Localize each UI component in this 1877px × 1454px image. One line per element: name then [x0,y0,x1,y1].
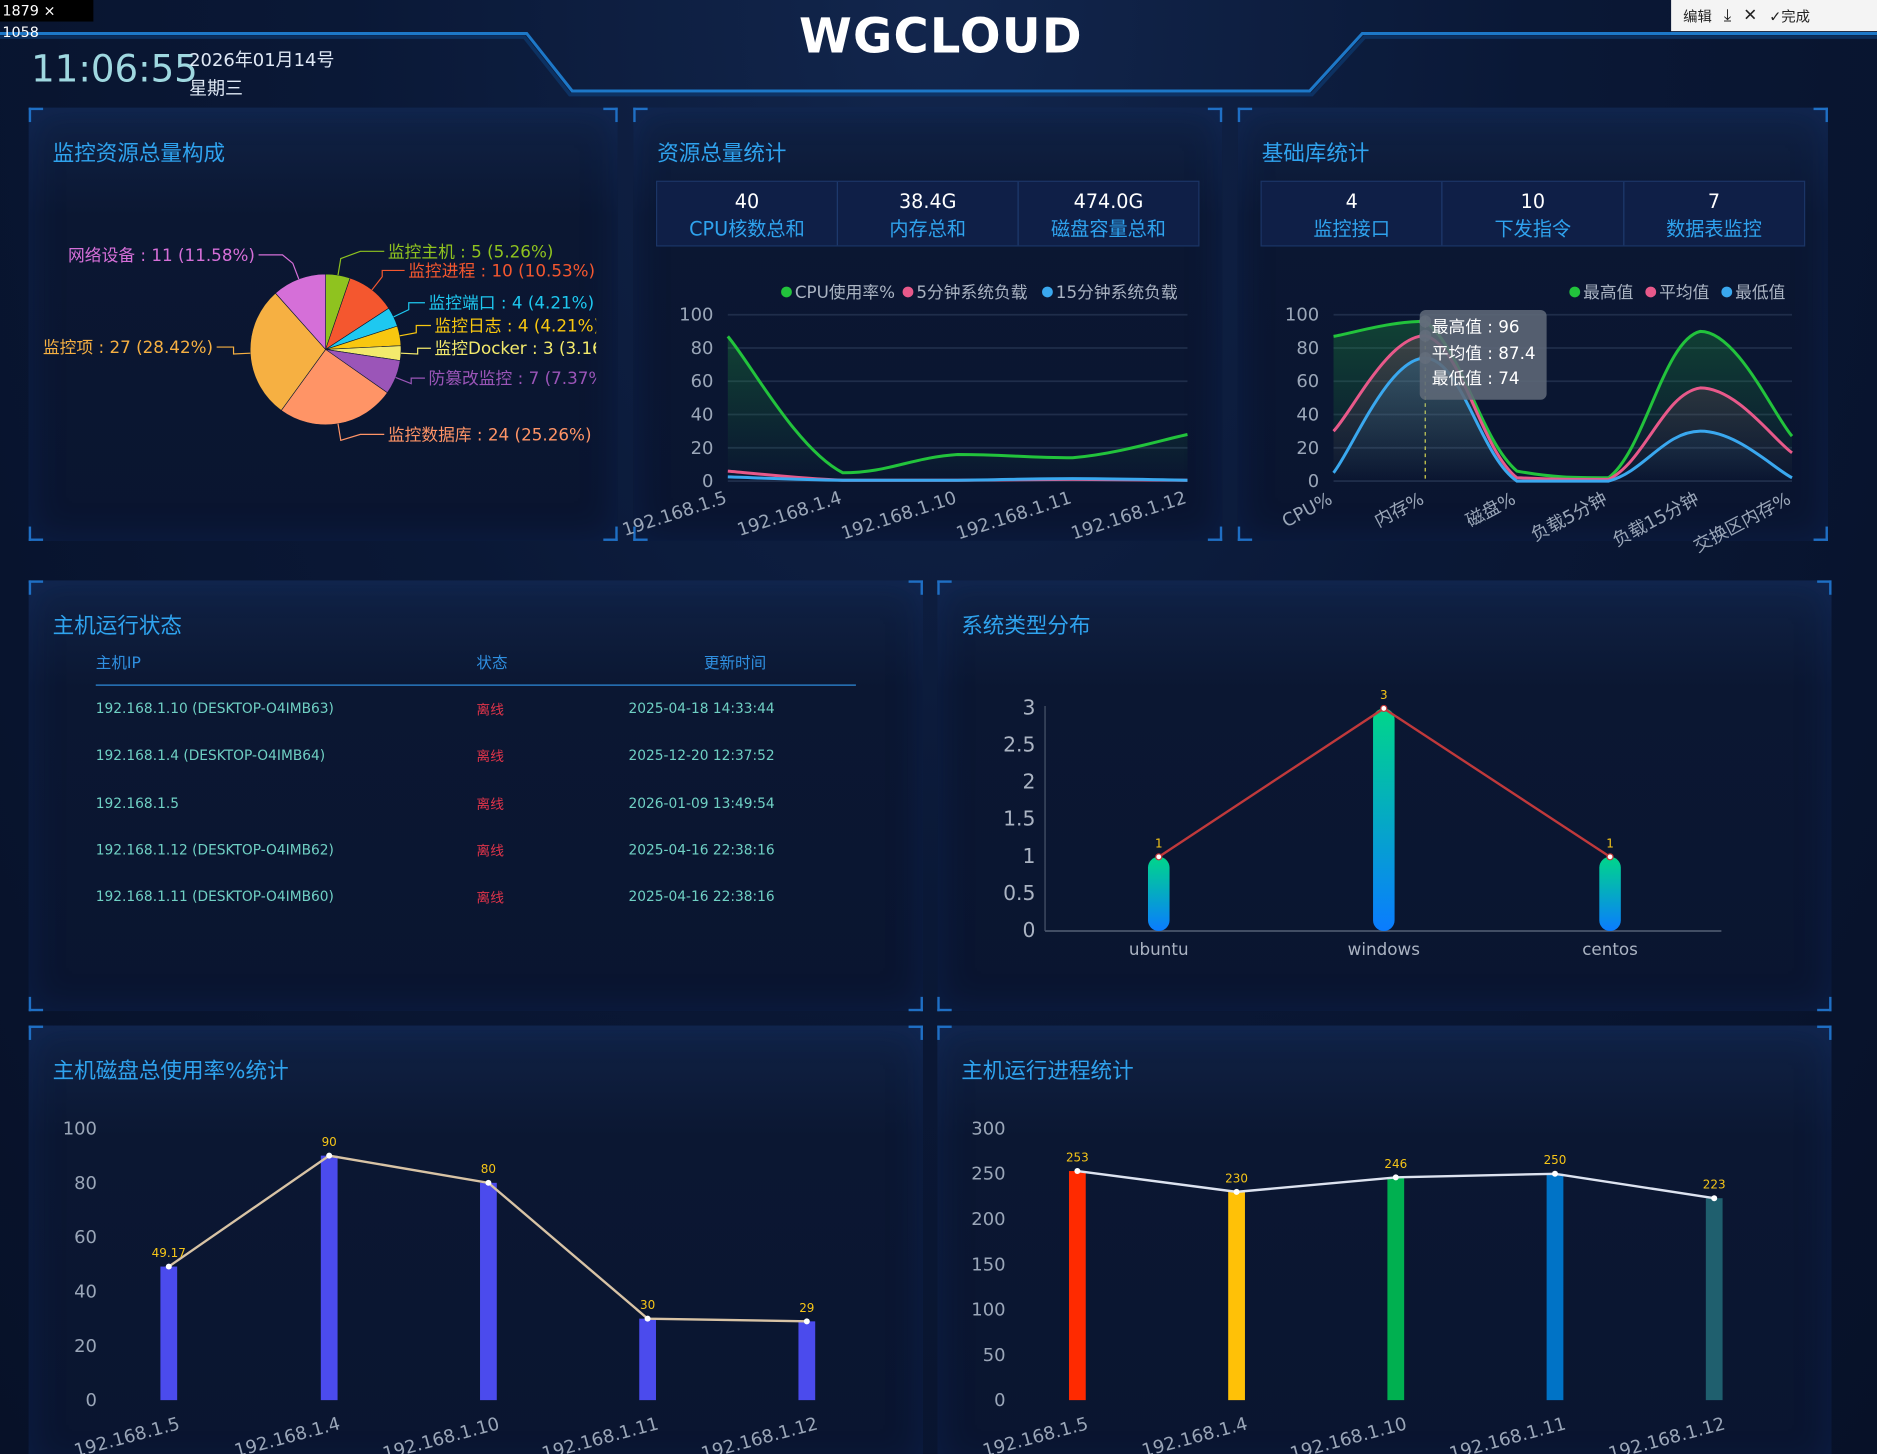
clock: 11:06:55 [31,47,198,91]
panel-title: 主机运行状态 [52,613,182,640]
update-time: 2025-04-16 22:38:16 [628,841,775,858]
screenshot-size-overlay: 1879 × 1058 [0,0,94,41]
status-badge: 离线 [476,795,504,813]
panel-os: 系统类型分布 [937,580,1832,1012]
panel-resources: 资源总量统计 40 CPU核数总和 38.4G 内存总和 474.0G 磁盘容量总和 [633,107,1223,541]
check-icon: ✓ [1769,7,1782,25]
weekday: 星期三 [189,77,244,100]
tooltip-max: 最高值 : 96 [1431,318,1520,338]
close-icon[interactable]: ✕ [1743,5,1758,26]
host-ip: 192.168.1.12 (DESKTOP-O4IMB62) [95,841,334,858]
column-header-status[interactable]: 状态 [476,654,508,673]
status-badge: 离线 [476,842,504,860]
page-title: WGCLOUD [799,9,1083,65]
panel-title: 资源总量统计 [657,141,787,167]
update-time: 2025-04-18 14:33:44 [628,700,775,717]
panel-title: 基础库统计 [1261,141,1370,167]
stat-interfaces: 4 监控接口 [1262,181,1443,246]
status-badge: 离线 [476,889,504,907]
panel-title: 主机磁盘总使用率%统计 [52,1059,289,1085]
edit-button[interactable]: 编辑 [1683,7,1712,25]
download-icon[interactable]: ⤓ [1723,5,1732,26]
done-label: 完成 [1781,7,1811,25]
resource-stats: 40 CPU核数总和 38.4G 内存总和 474.0G 磁盘容量总和 [655,180,1200,247]
update-time: 2026-01-09 13:49:54 [628,794,775,811]
panel-title: 系统类型分布 [961,613,1091,640]
column-header-ip[interactable]: 主机IP [95,654,141,673]
status-badge: 离线 [476,748,504,766]
header-divider [95,684,856,686]
host-ip: 192.168.1.11 (DESKTOP-O4IMB60) [95,888,334,905]
chart-tooltip: 最高值 : 96 平均值 : 87.4 最低值 : 74 [1419,309,1547,400]
tooltip-min: 最低值 : 74 [1431,369,1520,389]
capture-toolbar: 编辑 ⤓ ✕ ✓完成 [1671,0,1877,32]
stat-tables: 7 数据表监控 [1666,190,1762,241]
stat-cpu: 40 CPU核数总和 [657,181,838,246]
update-time: 2025-04-16 22:38:16 [628,888,775,905]
column-header-time[interactable]: 更新时间 [703,654,767,673]
tooltip-avg: 平均值 : 87.4 [1431,344,1536,364]
done-button[interactable]: ✓完成 [1769,5,1810,25]
stat-commands: 10 下发指令 [1443,181,1625,246]
panel-host-status: 主机运行状态 主机IP 状态 更新时间 192.168.1.10 (DESKTO… [28,580,923,1012]
host-ip: 192.168.1.5 [95,794,179,811]
stat-disk: 474.0G 磁盘容量总和 [1051,190,1166,241]
host-ip: 192.168.1.4 (DESKTOP-O4IMB64) [95,747,326,764]
panel-process: 主机运行进程统计 [937,1025,1832,1454]
base-stats: 4 监控接口 10 下发指令 7 数据表监控 [1260,180,1806,247]
panel-title: 主机运行进程统计 [961,1059,1134,1085]
panel-disk: 主机磁盘总使用率%统计 [28,1025,923,1454]
date: 2026年01月14号 [189,49,335,71]
host-ip: 192.168.1.10 (DESKTOP-O4IMB63) [95,700,334,717]
panel-title: 监控资源总量构成 [52,141,226,167]
status-badge: 离线 [476,701,504,719]
panel-composition: 监控资源总量构成 [28,107,618,541]
update-time: 2025-12-20 12:37:52 [628,747,775,764]
stat-memory: 38.4G 内存总和 [838,181,1019,246]
